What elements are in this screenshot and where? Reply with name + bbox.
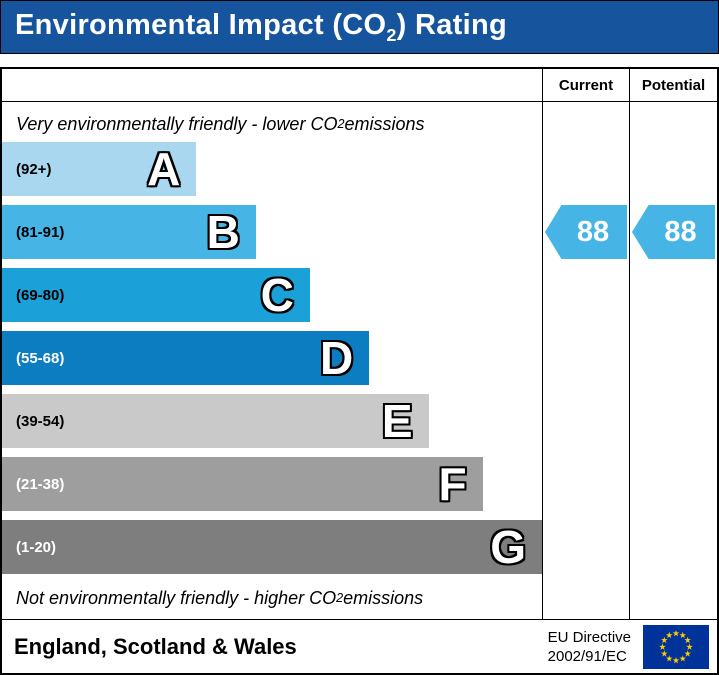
- band-a-letter: A: [147, 143, 181, 195]
- band-c-range: (69-80): [16, 286, 65, 304]
- current-column-header: Current: [542, 69, 629, 102]
- band-f-letter: F: [438, 458, 467, 510]
- band-g: (1-20) G: [2, 520, 542, 574]
- potential-rating-value: 88: [664, 215, 697, 248]
- table-header-row: Current Potential: [2, 69, 717, 102]
- eu-directive-line1: EU Directive: [547, 628, 631, 646]
- band-b-letter: B: [206, 206, 240, 258]
- bottom-note-text: Not environmentally friendly - higher CO: [16, 587, 337, 608]
- current-value-column: 88: [542, 102, 629, 619]
- page-title: Environmental Impact (CO2) Rating: [15, 9, 507, 46]
- band-e-letter: E: [381, 395, 413, 447]
- potential-value-column: 88: [629, 102, 717, 619]
- band-d-range: (55-68): [16, 349, 65, 367]
- top-note-subscript: 2: [337, 117, 345, 131]
- bottom-note-subscript: 2: [336, 591, 344, 605]
- rating-table: Current Potential Very environmentally f…: [0, 67, 719, 675]
- title-bar: Environmental Impact (CO2) Rating: [0, 0, 719, 54]
- table-body-row: Very environmentally friendly - lower CO…: [2, 102, 717, 619]
- band-g-letter: G: [490, 521, 526, 573]
- band-e-range: (39-54): [16, 412, 65, 430]
- current-rating-value: 88: [576, 215, 610, 248]
- band-c: (69-80) C: [2, 268, 310, 322]
- page-title-text: Environmental Impact (CO: [15, 8, 387, 41]
- eu-directive-line2: 2002/91/EC: [547, 647, 627, 665]
- eu-directive-text: EU Directive 2002/91/EC: [548, 628, 631, 666]
- current-column-label: Current: [558, 76, 614, 94]
- top-note-text: Very environmentally friendly - lower CO: [16, 113, 338, 134]
- band-g-range: (1-20): [16, 538, 57, 556]
- chart-column-header: [2, 69, 542, 102]
- current-rating-arrow: 88: [545, 205, 627, 259]
- band-c-letter: C: [260, 269, 294, 321]
- band-e: (39-54) E: [2, 394, 429, 448]
- band-b: (81-91) B: [2, 205, 256, 259]
- band-a: (92+) A: [2, 142, 197, 196]
- table-footer: England, Scotland & Wales EU Directive 2…: [2, 619, 717, 673]
- region-label: England, Scotland & Wales: [14, 633, 297, 659]
- band-a-range: (92+): [16, 160, 52, 178]
- bottom-note-suffix: emissions: [343, 587, 424, 608]
- top-note: Very environmentally friendly - lower CO…: [2, 106, 542, 142]
- chart-area: Very environmentally friendly - lower CO…: [2, 102, 542, 619]
- top-note-suffix: emissions: [344, 113, 425, 134]
- potential-column-label: Potential: [641, 76, 706, 94]
- potential-rating-arrow: 88: [632, 205, 715, 259]
- page-title-suffix: ) Rating: [396, 8, 508, 41]
- page-title-subscript: 2: [386, 24, 397, 45]
- eu-flag-icon: [643, 624, 709, 669]
- potential-column-header: Potential: [629, 69, 717, 102]
- band-f: (21-38) F: [2, 457, 483, 511]
- bottom-note: Not environmentally friendly - higher CO…: [2, 583, 542, 613]
- band-f-range: (21-38): [16, 475, 65, 493]
- band-d-letter: D: [319, 332, 354, 384]
- band-d: (55-68) D: [2, 331, 370, 385]
- band-b-range: (81-91): [16, 223, 65, 241]
